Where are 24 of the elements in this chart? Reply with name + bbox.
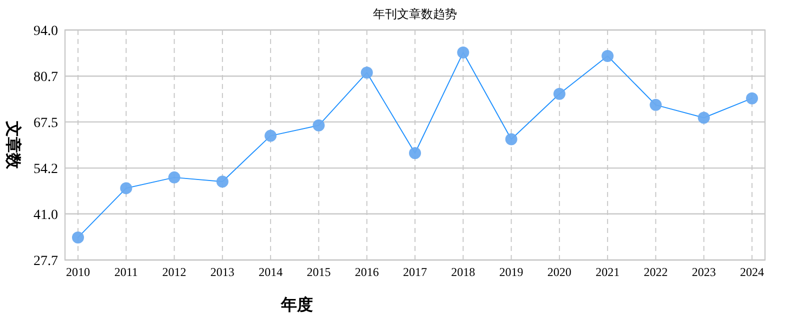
y-tick-label: 94.0 <box>34 24 58 39</box>
x-tick-label: 2011 <box>114 265 138 279</box>
x-tick-label: 2015 <box>306 265 331 279</box>
y-tick-label: 54.2 <box>34 162 58 178</box>
y-tick-label: 41.0 <box>34 208 58 223</box>
x-tick-label: 2010 <box>66 265 90 279</box>
y-tick-label: 27.7 <box>34 254 58 269</box>
x-tick-label: 2022 <box>644 265 668 279</box>
x-tick-label: 2014 <box>258 265 283 279</box>
x-tick-label: 2021 <box>596 265 620 279</box>
y-tick-label: 67.5 <box>34 116 58 131</box>
x-axis-title: 年度 <box>280 295 313 314</box>
x-tick-label: 2019 <box>499 265 524 279</box>
chart-title: 年刊文章数趋势 <box>373 7 457 21</box>
x-tick-label: 2012 <box>162 265 186 279</box>
x-tick-label: 2024 <box>740 265 764 279</box>
y-axis-title: 文章数 <box>4 120 22 170</box>
x-tick-label: 2017 <box>403 265 427 279</box>
x-tick-label: 2023 <box>692 265 716 279</box>
x-tick-label: 2016 <box>354 265 379 279</box>
x-tick-label: 2013 <box>210 265 234 279</box>
x-tick-label: 2018 <box>451 265 476 279</box>
x-tick-label: 2020 <box>547 265 572 279</box>
y-tick-label: 80.7 <box>34 70 58 86</box>
